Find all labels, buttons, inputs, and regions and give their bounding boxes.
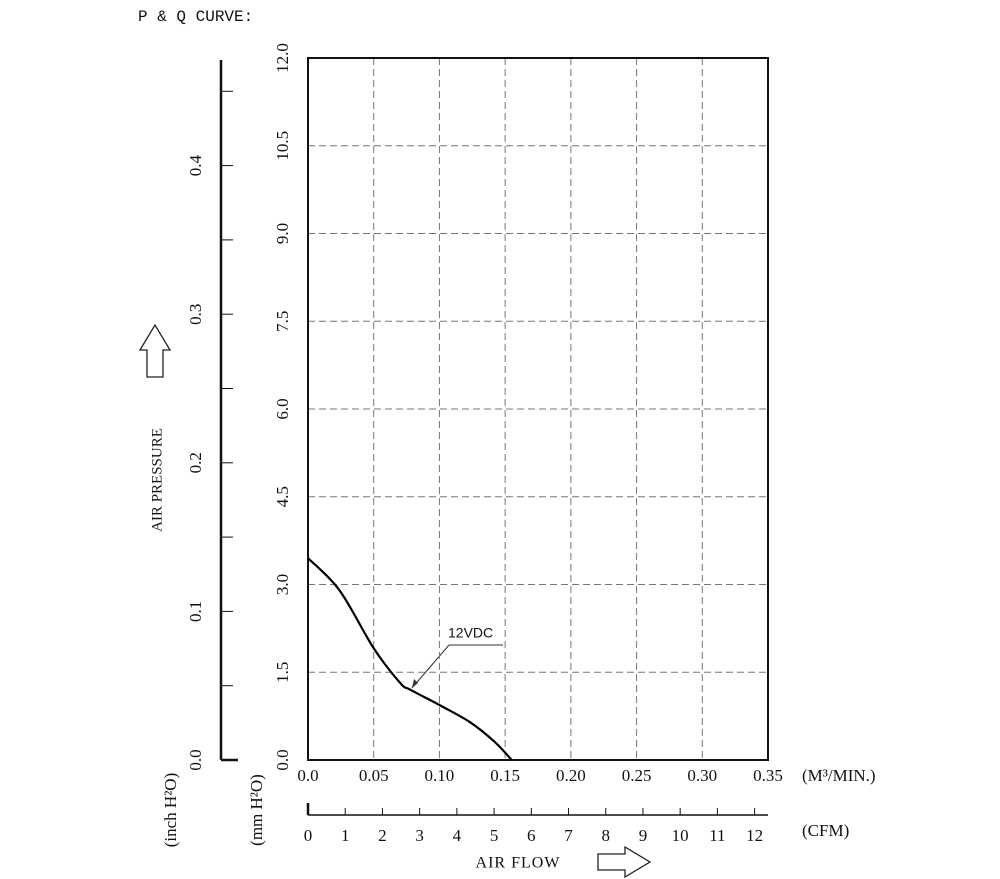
y-tick-label: 6.0 bbox=[273, 398, 292, 419]
y-tick-label: 0.0 bbox=[273, 749, 292, 770]
x2-tick-label: 10 bbox=[672, 826, 689, 845]
x2-tick-label: 3 bbox=[415, 826, 424, 845]
x-axis-label: AIR FLOW bbox=[476, 855, 561, 872]
y2-tick-label: 0.4 bbox=[186, 154, 205, 176]
x-tick-label: 0.35 bbox=[753, 766, 783, 785]
x2-tick-label: 5 bbox=[490, 826, 499, 845]
x2-tick-label: 9 bbox=[639, 826, 648, 845]
x2-tick-label: 12 bbox=[746, 826, 763, 845]
annotation-leader bbox=[411, 644, 450, 689]
x-tick-label: 0.30 bbox=[687, 766, 717, 785]
x-tick-label: 0.15 bbox=[490, 766, 520, 785]
x2-tick-label: 7 bbox=[564, 826, 573, 845]
y2-tick-label: 0.1 bbox=[186, 601, 205, 622]
x-tick-label: 0.20 bbox=[556, 766, 586, 785]
y-tick-label: 3.0 bbox=[273, 574, 292, 595]
x-tick-label: 0.0 bbox=[297, 766, 318, 785]
up-arrow-icon bbox=[138, 323, 172, 378]
x2-tick-label: 1 bbox=[341, 826, 350, 845]
y-tick-label: 7.5 bbox=[273, 311, 292, 332]
x2-tick-label: 8 bbox=[601, 826, 610, 845]
x2-tick-label: 6 bbox=[527, 826, 536, 845]
y-tick-label: 9.0 bbox=[273, 223, 292, 244]
y2-tick-label: 0.0 bbox=[186, 749, 205, 770]
x2-tick-label: 0 bbox=[304, 826, 313, 845]
chart-title: P & Q CURVE: bbox=[138, 8, 253, 26]
y-tick-label: 1.5 bbox=[273, 662, 292, 683]
x2-tick-label: 2 bbox=[378, 826, 387, 845]
x-tick-label: 0.25 bbox=[622, 766, 652, 785]
x-tick-label: 0.10 bbox=[425, 766, 455, 785]
x2-tick-label: 4 bbox=[453, 826, 462, 845]
y-tick-label: 10.5 bbox=[273, 131, 292, 161]
y-tick-label: 4.5 bbox=[273, 486, 292, 507]
plot-frame bbox=[307, 57, 769, 761]
y2-tick-label: 0.2 bbox=[186, 452, 205, 473]
y-tick-label: 12.0 bbox=[273, 43, 292, 73]
curve bbox=[307, 557, 513, 761]
right-arrow-icon bbox=[597, 845, 652, 879]
x-tick-label: 0.05 bbox=[359, 766, 389, 785]
x-unit: (M³/MIN.) bbox=[802, 766, 876, 785]
y-axis-label: AIR PRESSURE bbox=[149, 428, 165, 532]
y2-unit: (inch H²O) bbox=[161, 773, 180, 848]
x2-unit: (CFM) bbox=[802, 821, 849, 840]
annotation: 12VDC bbox=[448, 625, 493, 641]
annotation-arrowhead bbox=[412, 679, 418, 688]
y-unit: (mm H²O) bbox=[247, 774, 266, 846]
x2-tick-label: 11 bbox=[709, 826, 725, 845]
y2-tick-label: 0.3 bbox=[186, 304, 205, 325]
